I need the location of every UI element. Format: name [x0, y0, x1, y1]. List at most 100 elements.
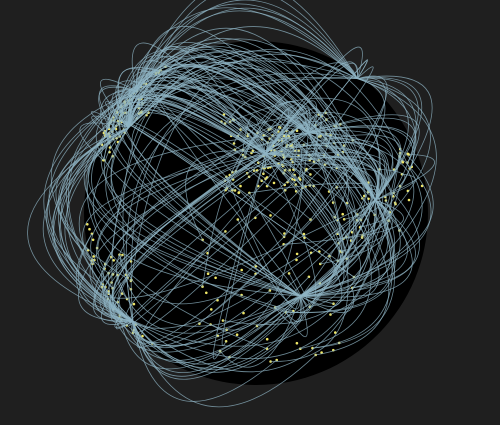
- flight-arc: [117, 67, 160, 128]
- flight-arc: [136, 0, 358, 92]
- flight-arc: [104, 7, 358, 137]
- airport-node: [222, 113, 226, 116]
- airport-node: [302, 232, 306, 236]
- flight-arc: [219, 295, 301, 368]
- airport-node: [334, 331, 337, 334]
- flight-arc: [237, 219, 301, 304]
- flight-arc: [247, 62, 358, 137]
- flight-arc: [357, 77, 419, 201]
- flight-arc: [300, 168, 423, 297]
- flight-arc: [124, 3, 358, 103]
- flight-arc: [357, 75, 433, 169]
- flight-arc: [300, 199, 413, 298]
- flight-arc: [300, 126, 387, 297]
- flight-arc: [121, 92, 301, 297]
- flight-arc: [300, 119, 384, 297]
- flight-arc: [300, 227, 380, 302]
- airport-node: [242, 311, 245, 315]
- flight-arc: [300, 132, 372, 350]
- airport-node: [91, 238, 95, 242]
- flight-arc: [98, 86, 137, 139]
- airport-node: [269, 214, 272, 217]
- flight-arc: [320, 78, 409, 265]
- flight-arc: [285, 199, 395, 313]
- airport-node: [112, 259, 115, 262]
- flight-arc: [130, 61, 376, 201]
- flight-arc: [288, 273, 307, 307]
- airport-node: [132, 302, 136, 306]
- flight-arc: [127, 45, 376, 201]
- flight-arc: [274, 150, 342, 297]
- flight-arc: [128, 73, 296, 152]
- flight-arc: [298, 151, 390, 201]
- airport-node: [86, 223, 89, 226]
- flight-arc: [328, 75, 388, 192]
- flight-arc: [199, 78, 386, 324]
- airport-node: [205, 291, 208, 295]
- flight-arc: [267, 61, 358, 143]
- flight-arc: [110, 127, 334, 305]
- flight-arc: [95, 105, 301, 297]
- flight-arc: [114, 317, 134, 328]
- flight-arc: [93, 156, 301, 297]
- flight-arc: [300, 148, 434, 297]
- airport-node: [295, 258, 298, 262]
- flight-arc: [136, 27, 376, 201]
- flight-arc: [352, 78, 437, 289]
- flight-arc: [132, 310, 294, 380]
- flight-arc: [310, 77, 387, 220]
- flight-arc: [136, 42, 369, 193]
- flight-arc: [100, 123, 301, 297]
- flight-arc: [306, 166, 387, 201]
- flight-arc: [132, 236, 285, 344]
- flight-arc: [136, 95, 266, 155]
- flight-arc: [283, 157, 350, 297]
- flight-arc: [58, 119, 134, 322]
- flight-arc: [110, 50, 358, 258]
- flight-arc: [340, 199, 393, 252]
- airport-node: [295, 252, 299, 256]
- flight-arc: [131, 145, 345, 334]
- flight-arc: [136, 0, 358, 92]
- flight-arc: [275, 132, 357, 308]
- flight-arc: [100, 90, 137, 143]
- flight-arc: [78, 233, 134, 322]
- flight-arc: [121, 55, 376, 201]
- flight-arcs: [27, 0, 437, 408]
- flight-arc: [92, 254, 134, 323]
- flight-arc: [285, 295, 308, 338]
- flight-arc: [240, 111, 381, 201]
- flight-arc: [141, 62, 376, 201]
- flight-arc: [285, 199, 396, 314]
- airport-node: [240, 268, 243, 272]
- flight-arc: [136, 74, 343, 253]
- flight-arc: [249, 192, 311, 308]
- flight-arc: [357, 78, 417, 194]
- flight-arc: [281, 164, 344, 297]
- flight-arc: [111, 77, 358, 309]
- airport-node: [92, 255, 95, 258]
- airport-node: [214, 276, 217, 280]
- flight-arc: [274, 296, 302, 325]
- flight-arc: [125, 123, 233, 191]
- flight-arc: [132, 290, 271, 349]
- flight-arc: [128, 109, 269, 168]
- flight-arc: [132, 320, 211, 348]
- flight-arc: [132, 153, 401, 359]
- flight-arc: [66, 69, 161, 322]
- flight-arc: [121, 295, 301, 361]
- airport-node: [295, 341, 299, 345]
- flight-arc: [66, 103, 143, 322]
- flight-arc: [226, 101, 309, 188]
- flight-arc: [132, 148, 401, 347]
- flight-arc: [125, 192, 250, 322]
- airport-node: [141, 334, 144, 338]
- flight-arc: [132, 276, 310, 364]
- flight-arc: [136, 132, 309, 349]
- flight-arc: [119, 254, 301, 327]
- flight-arc: [336, 186, 381, 201]
- airport-node: [237, 191, 240, 195]
- flight-arc: [93, 256, 134, 322]
